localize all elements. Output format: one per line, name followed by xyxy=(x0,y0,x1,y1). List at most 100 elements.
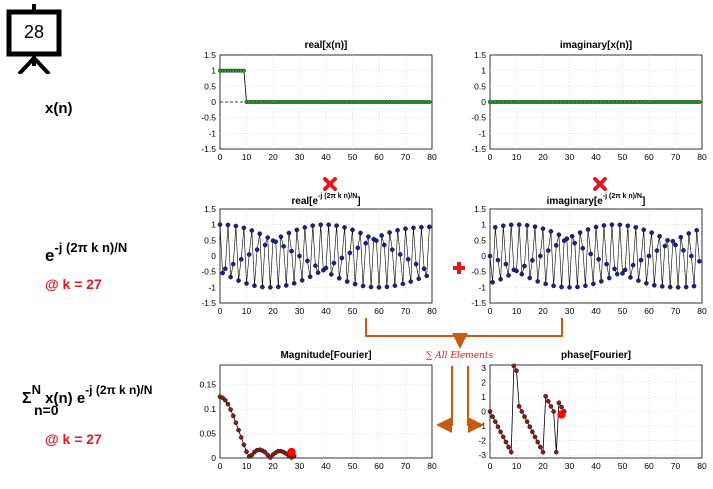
y-tick-label: -1.5 xyxy=(201,144,216,154)
x-tick-label: 30 xyxy=(565,306,575,316)
data-point xyxy=(569,234,575,239)
data-point xyxy=(389,247,395,252)
data-point xyxy=(342,225,347,230)
imag-x-chart: imaginary[x(n)] 0 10 20 30 40 50 60 70 80 1.5 1 0.5 0… xyxy=(471,40,707,162)
data-point xyxy=(395,228,400,233)
x-tick-label: 70 xyxy=(671,306,681,316)
x-tick-label: 40 xyxy=(321,306,331,316)
data-point xyxy=(493,225,498,230)
data-point xyxy=(225,401,231,407)
data-point xyxy=(548,229,554,234)
data-point xyxy=(241,68,246,73)
y-tick-label: 0.5 xyxy=(204,235,216,245)
data-point xyxy=(392,283,398,288)
chart-title: imaginary[x(n)] xyxy=(560,40,632,51)
data-point xyxy=(516,222,522,227)
y-tick-label: 0.5 xyxy=(474,81,486,91)
y-tick-label: 1 xyxy=(211,66,216,76)
data-point xyxy=(678,234,684,240)
data-point xyxy=(328,272,334,277)
data-point xyxy=(411,225,416,231)
data-point xyxy=(262,242,268,248)
data-point xyxy=(281,244,286,249)
data-point xyxy=(593,224,599,230)
data-point xyxy=(654,248,660,253)
data-point xyxy=(379,233,384,238)
data-point xyxy=(697,259,702,264)
data-point xyxy=(691,283,697,289)
data-point xyxy=(487,253,493,259)
data-point xyxy=(241,225,247,231)
x-tick-label: 10 xyxy=(242,306,252,316)
y-tick-label: 0.5 xyxy=(204,81,216,91)
y-tick-label: -3 xyxy=(478,450,486,460)
data-point xyxy=(302,225,308,230)
data-point xyxy=(580,245,586,251)
data-point xyxy=(376,285,382,290)
data-point xyxy=(681,248,686,253)
data-point xyxy=(535,279,540,284)
y-tick-label: 2 xyxy=(481,377,486,387)
y-tick-label: -1 xyxy=(208,282,216,292)
x-tick-label: 70 xyxy=(671,461,681,471)
data-point xyxy=(625,223,631,229)
highlight-point xyxy=(557,410,566,419)
data-point xyxy=(236,278,241,283)
data-point xyxy=(551,283,556,289)
data-point xyxy=(628,275,633,280)
data-point xyxy=(490,279,495,285)
series-line xyxy=(489,224,700,288)
x-tick-label: 40 xyxy=(591,306,601,316)
data-point xyxy=(514,268,519,274)
data-point xyxy=(503,439,509,445)
data-point xyxy=(241,442,247,448)
data-point xyxy=(524,419,530,424)
data-point xyxy=(249,228,255,233)
x-tick-label: 10 xyxy=(512,152,522,162)
data-point xyxy=(278,234,284,239)
data-point xyxy=(540,226,546,231)
data-point xyxy=(527,424,533,430)
data-point xyxy=(336,275,342,281)
x-tick-label: 30 xyxy=(295,461,305,471)
data-point xyxy=(641,227,646,233)
data-point xyxy=(495,424,501,430)
magnitude-chart: Magnitude[Fourier] 0 10 20 30 40 50 60 70 80 0.15 0… xyxy=(199,350,437,471)
data-point xyxy=(257,231,263,237)
x-tick-label: 60 xyxy=(374,306,384,316)
data-point xyxy=(384,284,390,290)
x-tick-label: 0 xyxy=(488,461,493,471)
y-tick-label: -0.5 xyxy=(471,113,486,123)
x-tick-label: 60 xyxy=(644,152,654,162)
data-point xyxy=(397,252,403,257)
data-point xyxy=(265,235,270,240)
x-tick-label: 50 xyxy=(348,306,358,316)
data-point xyxy=(334,223,339,228)
y-tick-label: -0.5 xyxy=(471,267,486,277)
y-tick-label: 1.5 xyxy=(474,204,486,214)
data-point xyxy=(268,455,273,460)
data-point xyxy=(225,222,231,228)
data-point xyxy=(500,223,506,229)
chart-title: real[e-j (2π k n)/N] xyxy=(291,193,360,207)
y-tick-label: -1 xyxy=(478,421,486,431)
data-point xyxy=(421,266,427,272)
x-tick-label: 20 xyxy=(538,461,548,471)
x-tick-label: 80 xyxy=(427,306,437,316)
plot-area xyxy=(219,364,433,459)
data-point xyxy=(352,281,358,287)
data-point xyxy=(511,363,517,369)
data-point xyxy=(551,409,556,414)
data-point xyxy=(527,275,533,281)
data-point xyxy=(387,230,392,235)
data-point xyxy=(546,399,551,404)
data-point xyxy=(532,224,538,229)
data-point xyxy=(403,226,408,232)
data-point xyxy=(508,449,514,455)
data-point xyxy=(596,256,601,262)
data-point xyxy=(228,274,233,280)
data-point xyxy=(360,283,366,289)
y-tick-label: 0 xyxy=(481,407,486,417)
data-point xyxy=(223,266,228,272)
